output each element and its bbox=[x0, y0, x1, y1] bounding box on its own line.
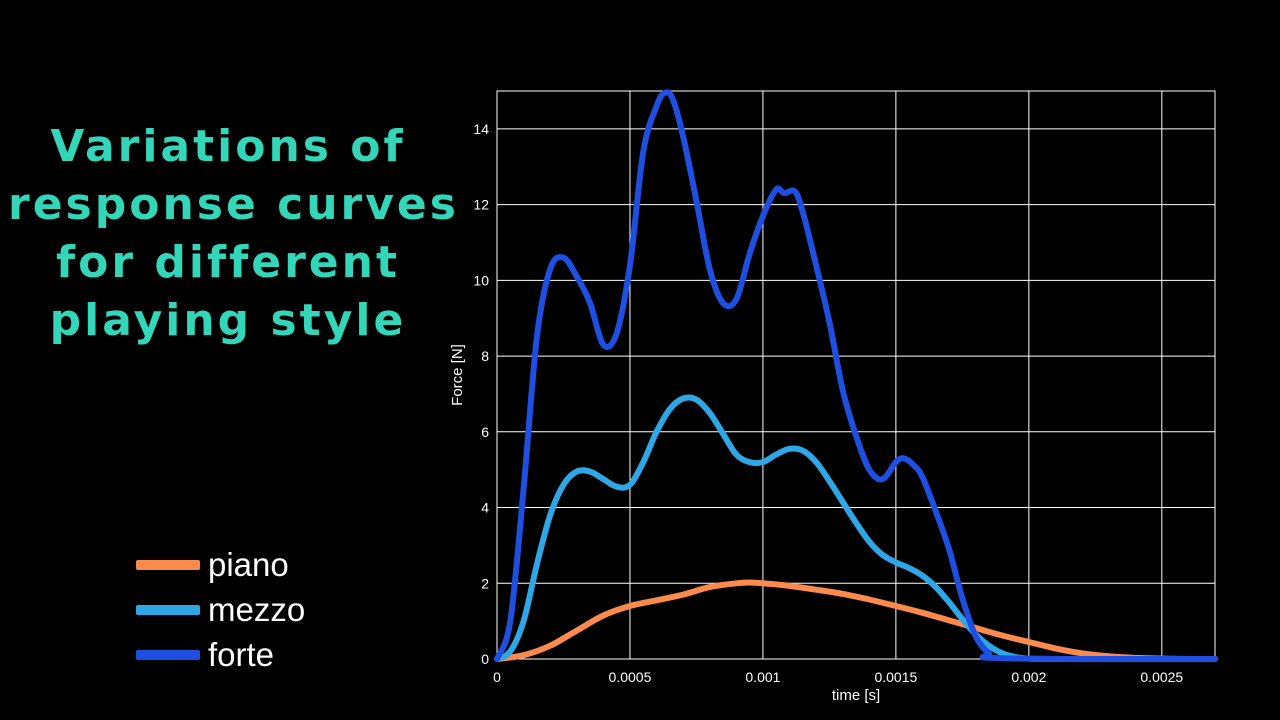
x-tick-label: 0.002 bbox=[1011, 669, 1046, 685]
title-line-4: playing style bbox=[49, 295, 407, 346]
y-tick-label: 10 bbox=[473, 272, 489, 288]
legend-item-forte: forte bbox=[136, 632, 305, 677]
x-tick-label: 0.0025 bbox=[1140, 669, 1183, 685]
legend-item-piano: piano bbox=[136, 542, 305, 587]
y-tick-label: 8 bbox=[481, 348, 489, 364]
series-line-piano bbox=[494, 579, 1218, 663]
slide-title: Variations of response curves for differ… bbox=[8, 118, 459, 350]
y-tick-label: 0 bbox=[481, 651, 489, 667]
x-tick-label: 0.0005 bbox=[609, 669, 652, 685]
legend-label-piano: piano bbox=[208, 545, 289, 583]
plot-frame bbox=[496, 90, 1216, 660]
x-tick-label: 0.001 bbox=[745, 669, 780, 685]
y-tick-label: 14 bbox=[473, 121, 489, 137]
y-tick-label: 6 bbox=[481, 424, 489, 440]
x-tick-label: 0.0015 bbox=[874, 669, 917, 685]
series-line-forte bbox=[494, 89, 1218, 662]
legend-swatch-mezzo bbox=[136, 604, 200, 615]
chart-legend: piano mezzo forte bbox=[136, 542, 305, 677]
y-axis-label: Force [N] bbox=[449, 344, 466, 406]
legend-label-forte: forte bbox=[208, 635, 275, 673]
y-tick-label: 4 bbox=[481, 500, 489, 516]
chart-series bbox=[494, 89, 1218, 663]
chart-ticks: 0 0.0005 0.001 0.0015 0.002 0.0025 0 2 4 6 8 10 12 14 bbox=[473, 121, 1183, 685]
title-line-1: Variations of bbox=[50, 121, 406, 172]
series-line-mezzo bbox=[494, 394, 1218, 663]
y-tick-label: 12 bbox=[473, 197, 489, 213]
legend-item-mezzo: mezzo bbox=[136, 587, 305, 632]
chart-grid bbox=[496, 90, 1216, 660]
legend-label-mezzo: mezzo bbox=[208, 590, 306, 628]
legend-swatch-piano bbox=[136, 559, 200, 570]
title-line-3: for different bbox=[56, 237, 400, 288]
x-axis-label: time [s] bbox=[832, 687, 880, 704]
y-tick-label: 2 bbox=[481, 575, 489, 591]
legend-swatch-forte bbox=[136, 649, 200, 660]
x-tick-label: 0 bbox=[493, 669, 501, 685]
title-line-2: response curves bbox=[8, 179, 459, 230]
